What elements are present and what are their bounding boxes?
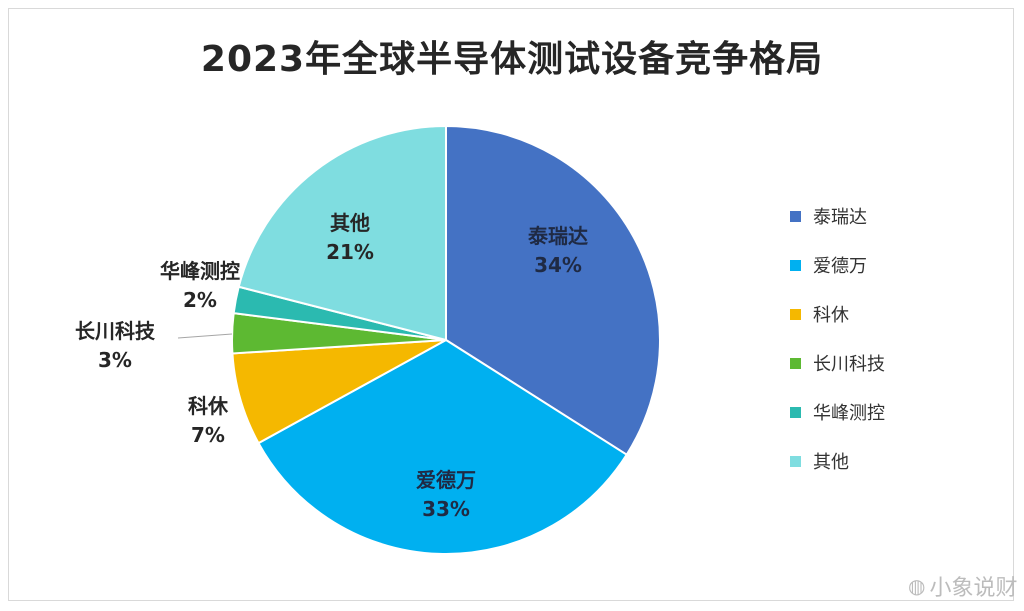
legend-swatch-3 — [790, 357, 801, 369]
slice-label-0: 泰瑞达 — [527, 224, 588, 248]
slice-value-label-1: 33% — [422, 497, 470, 521]
slice-label-5: 其他 — [330, 211, 370, 235]
pie-slice-0 — [445, 124, 661, 457]
legend-swatch-2 — [790, 308, 801, 320]
legend-label-3: 长川科技 — [813, 354, 885, 375]
legend-item-1: 爱德万 — [790, 253, 885, 277]
legend-swatch-4 — [790, 406, 801, 418]
pie-slice-5 — [237, 124, 447, 342]
legend-swatch-1 — [790, 259, 801, 271]
slice-label-2: 科休 — [188, 394, 229, 418]
slice-value-label-3: 3% — [98, 348, 132, 372]
chart-title: 2023年全球半导体测试设备竞争格局 — [200, 39, 824, 80]
legend-item-0: 泰瑞达 — [790, 204, 885, 228]
legend-label-5: 其他 — [813, 452, 849, 473]
slice-label-1: 爱德万 — [416, 468, 476, 492]
slice-value-label-4: 2% — [183, 288, 217, 312]
leader-line-3 — [177, 333, 233, 339]
legend-label-1: 爱德万 — [813, 256, 867, 277]
watermark: ◍ 小象说财 — [908, 570, 1017, 602]
legend-item-3: 长川科技 — [790, 351, 885, 375]
legend-label-4: 华峰测控 — [813, 403, 885, 424]
watermark-text: 小象说财 — [929, 576, 1018, 601]
slice-value-label-2: 7% — [191, 423, 225, 447]
legend-swatch-0 — [790, 210, 801, 222]
legend-swatch-5 — [790, 455, 801, 467]
weibo-icon: ◍ — [908, 574, 926, 598]
legend-item-5: 其他 — [790, 449, 885, 473]
legend: 泰瑞达爱德万科休长川科技华峰测控其他 — [790, 204, 885, 498]
legend-label-2: 科休 — [813, 305, 849, 326]
legend-label-0: 泰瑞达 — [813, 207, 867, 228]
slice-value-label-5: 21% — [326, 240, 374, 264]
slice-label-4: 华峰测控 — [160, 259, 240, 283]
slice-label-3: 长川科技 — [75, 319, 156, 343]
legend-item-2: 科休 — [790, 302, 885, 326]
legend-item-4: 华峰测控 — [790, 400, 885, 424]
slice-value-label-0: 34% — [534, 253, 582, 277]
